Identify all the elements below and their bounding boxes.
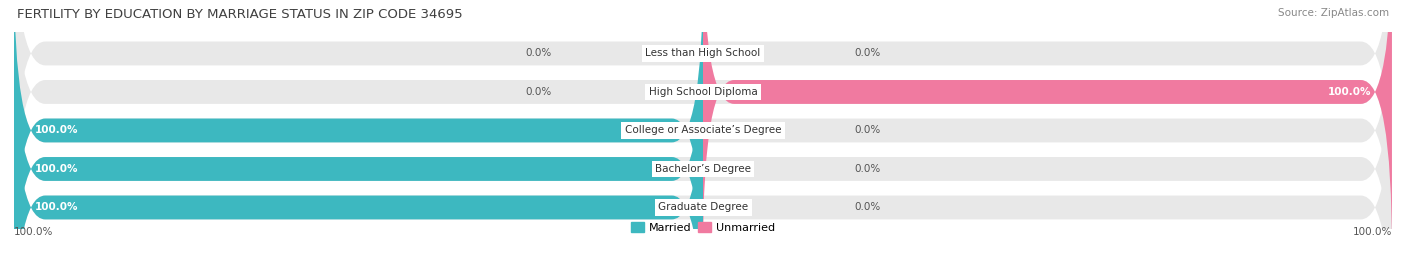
FancyBboxPatch shape: [14, 0, 1392, 215]
Text: Source: ZipAtlas.com: Source: ZipAtlas.com: [1278, 8, 1389, 18]
Text: Less than High School: Less than High School: [645, 48, 761, 58]
Legend: Married, Unmarried: Married, Unmarried: [631, 222, 775, 233]
Text: 0.0%: 0.0%: [526, 87, 551, 97]
Text: 0.0%: 0.0%: [526, 48, 551, 58]
Text: High School Diploma: High School Diploma: [648, 87, 758, 97]
Text: 0.0%: 0.0%: [855, 164, 880, 174]
FancyBboxPatch shape: [14, 0, 703, 269]
Text: 100.0%: 100.0%: [1327, 87, 1371, 97]
Text: 0.0%: 0.0%: [855, 125, 880, 136]
Text: 100.0%: 100.0%: [35, 203, 79, 213]
Text: FERTILITY BY EDUCATION BY MARRIAGE STATUS IN ZIP CODE 34695: FERTILITY BY EDUCATION BY MARRIAGE STATU…: [17, 8, 463, 21]
Text: 100.0%: 100.0%: [1353, 228, 1392, 238]
FancyBboxPatch shape: [14, 0, 1392, 269]
FancyBboxPatch shape: [14, 46, 703, 269]
Text: Bachelor’s Degree: Bachelor’s Degree: [655, 164, 751, 174]
Text: 100.0%: 100.0%: [35, 164, 79, 174]
Text: 0.0%: 0.0%: [855, 203, 880, 213]
FancyBboxPatch shape: [14, 46, 1392, 269]
Text: College or Associate’s Degree: College or Associate’s Degree: [624, 125, 782, 136]
FancyBboxPatch shape: [14, 0, 1392, 253]
Text: 100.0%: 100.0%: [14, 228, 53, 238]
Text: 0.0%: 0.0%: [855, 48, 880, 58]
FancyBboxPatch shape: [703, 0, 1392, 253]
FancyBboxPatch shape: [14, 8, 1392, 269]
Text: Graduate Degree: Graduate Degree: [658, 203, 748, 213]
Text: 100.0%: 100.0%: [35, 125, 79, 136]
FancyBboxPatch shape: [14, 8, 703, 269]
